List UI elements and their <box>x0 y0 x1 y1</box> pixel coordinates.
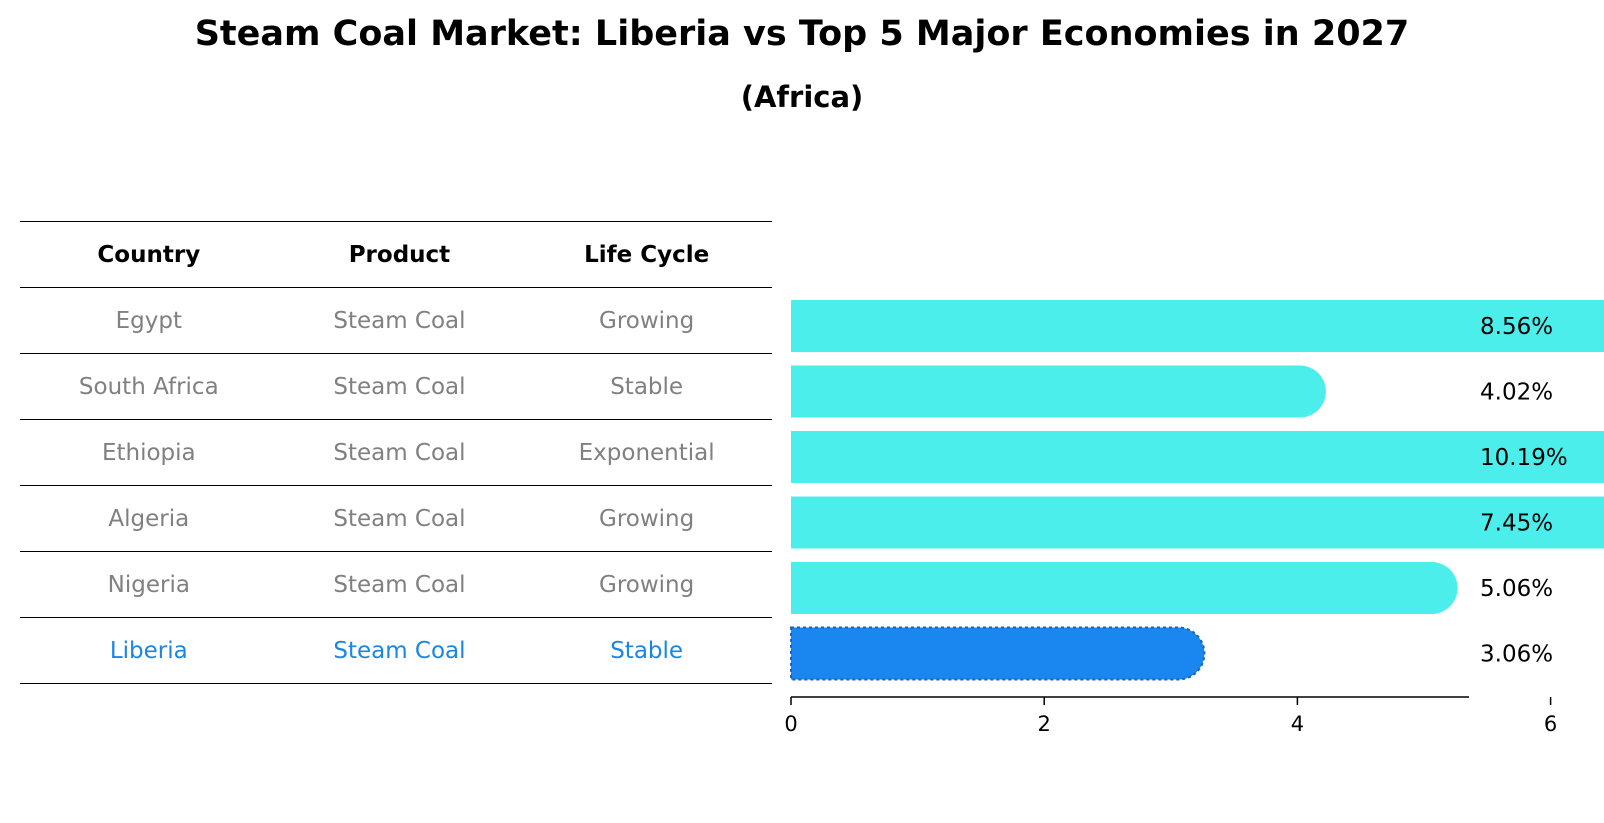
bar <box>791 300 1604 352</box>
bar <box>791 365 1326 418</box>
header-country: Country <box>20 221 278 288</box>
value-label: 5.06% <box>1480 576 1553 602</box>
cell-life-cycle: Exponential <box>521 419 772 486</box>
bar <box>791 562 1458 614</box>
x-tick-label: 4 <box>1291 712 1304 736</box>
table-row: Nigeria Steam Coal Growing <box>20 551 772 618</box>
data-table: Country Product Life Cycle Egypt Steam C… <box>20 221 772 684</box>
cell-country: Egypt <box>20 287 278 354</box>
table-row: South Africa Steam Coal Stable <box>20 353 772 420</box>
cell-life-cycle: Stable <box>521 617 772 684</box>
header-life-cycle: Life Cycle <box>521 221 772 288</box>
cell-country: Algeria <box>20 485 278 552</box>
bar <box>791 496 1604 549</box>
x-tick-label: 0 <box>784 712 797 736</box>
cell-life-cycle: Growing <box>521 485 772 552</box>
cell-country: Liberia <box>20 617 278 684</box>
cell-country: Nigeria <box>20 551 278 618</box>
bar-highlighted <box>790 626 1206 681</box>
cell-life-cycle: Growing <box>521 551 772 618</box>
cell-product: Steam Coal <box>277 617 522 684</box>
cell-country: South Africa <box>20 353 278 420</box>
cell-product: Steam Coal <box>277 287 522 354</box>
value-label: 8.56% <box>1480 314 1553 340</box>
chart-subtitle: (Africa) <box>740 80 864 114</box>
header-product: Product <box>277 221 522 288</box>
value-label: 3.06% <box>1480 642 1553 668</box>
cell-product: Steam Coal <box>277 551 522 618</box>
value-label: 4.02% <box>1480 380 1553 406</box>
table-row-highlighted: Liberia Steam Coal Stable <box>20 617 772 684</box>
table-row: Ethiopia Steam Coal Exponential <box>20 419 772 486</box>
cell-product: Steam Coal <box>277 419 522 486</box>
cell-product: Steam Coal <box>277 353 522 420</box>
cell-product: Steam Coal <box>277 485 522 552</box>
chart-title: Steam Coal Market: Liberia vs Top 5 Majo… <box>194 14 1410 54</box>
value-label: 10.19% <box>1480 445 1568 471</box>
table-row: Egypt Steam Coal Growing <box>20 287 772 354</box>
bar <box>791 431 1604 483</box>
cell-country: Ethiopia <box>20 419 278 486</box>
x-tick-label: 6 <box>1544 712 1557 736</box>
table-row: Algeria Steam Coal Growing <box>20 485 772 552</box>
cell-life-cycle: Stable <box>521 353 772 420</box>
table-header-row: Country Product Life Cycle <box>20 221 772 288</box>
x-tick-label: 2 <box>1038 712 1051 736</box>
cell-life-cycle: Growing <box>521 287 772 354</box>
value-label: 7.45% <box>1480 511 1553 537</box>
